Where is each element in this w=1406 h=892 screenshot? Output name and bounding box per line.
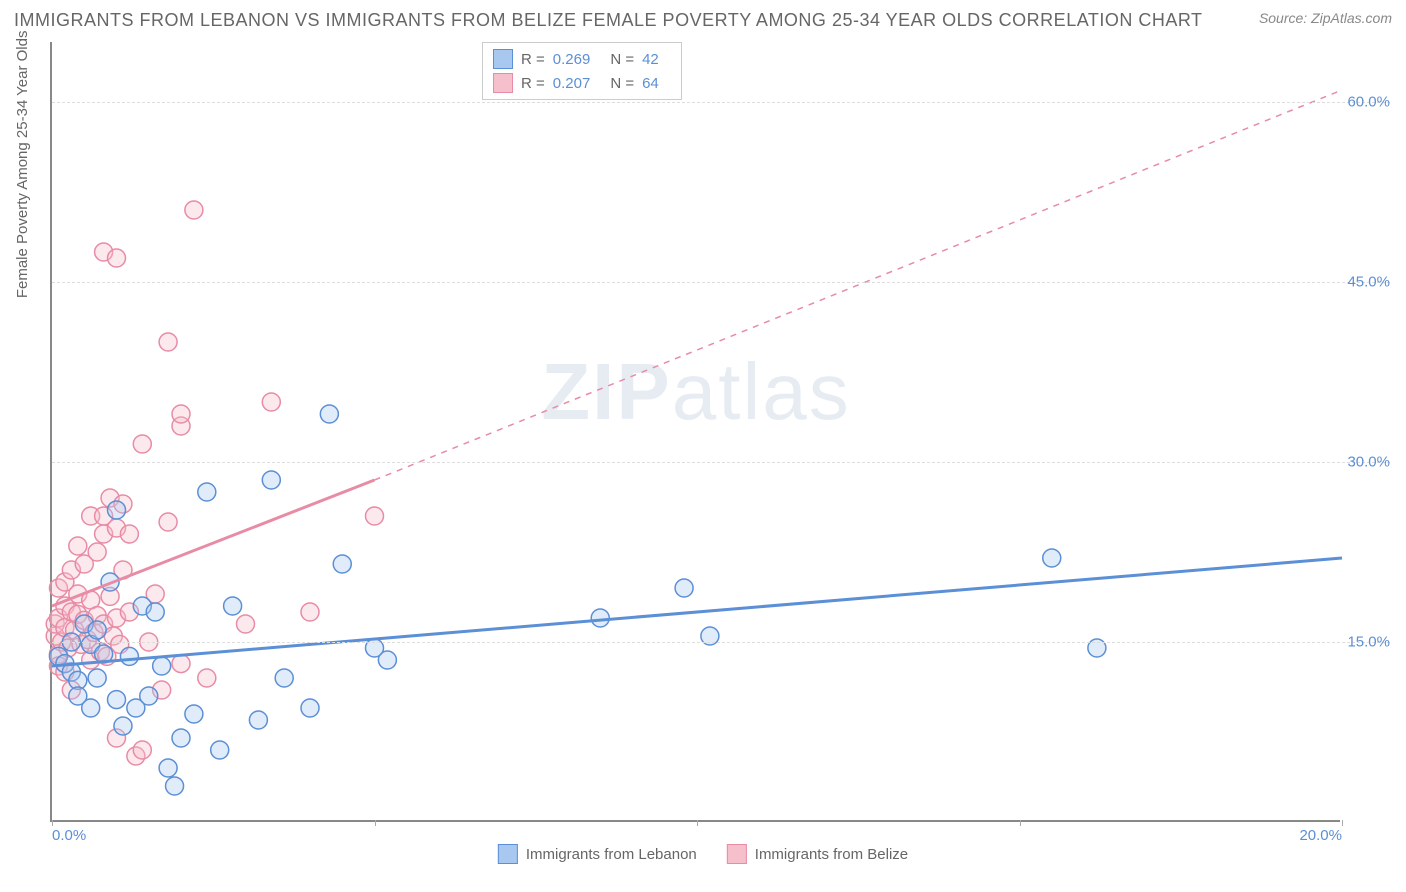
data-point (140, 687, 158, 705)
legend-swatch-belize (727, 844, 747, 864)
x-tick-label: 0.0% (52, 827, 86, 844)
swatch-belize (493, 73, 513, 93)
data-point (120, 525, 138, 543)
data-point (166, 777, 184, 795)
data-point (108, 501, 126, 519)
data-point (88, 669, 106, 687)
data-point (301, 603, 319, 621)
trend-line-extrapolated (375, 90, 1343, 480)
x-tick (1020, 820, 1021, 826)
data-point (88, 621, 106, 639)
data-point (159, 759, 177, 777)
y-tick-label: 45.0% (1342, 274, 1390, 291)
x-tick (375, 820, 376, 826)
scatter-plot (52, 42, 1340, 820)
data-point (120, 647, 138, 665)
trend-line (52, 558, 1342, 666)
correlation-stats-box: R = 0.269 N = 42 R = 0.207 N = 64 (482, 42, 682, 100)
chart-header: IMMIGRANTS FROM LEBANON VS IMMIGRANTS FR… (14, 10, 1392, 31)
y-tick-label: 60.0% (1342, 94, 1390, 111)
r-value-belize: 0.207 (553, 75, 591, 92)
legend-swatch-lebanon (498, 844, 518, 864)
y-tick-label: 30.0% (1342, 454, 1390, 471)
x-tick (697, 820, 698, 826)
legend-label-belize: Immigrants from Belize (755, 846, 908, 863)
data-point (224, 597, 242, 615)
data-point (262, 393, 280, 411)
swatch-lebanon (493, 49, 513, 69)
x-tick (52, 820, 53, 826)
data-point (108, 691, 126, 709)
data-point (153, 657, 171, 675)
legend-item-belize: Immigrants from Belize (727, 844, 908, 864)
y-axis-title: Female Poverty Among 25-34 Year Olds (14, 31, 31, 299)
plot-region: ZIPatlas R = 0.269 N = 42 R = 0.207 N = … (50, 42, 1340, 822)
y-tick-label: 15.0% (1342, 634, 1390, 651)
data-point (133, 741, 151, 759)
bottom-legend: Immigrants from Lebanon Immigrants from … (492, 842, 914, 866)
data-point (88, 543, 106, 561)
data-point (675, 579, 693, 597)
n-label: N = (610, 51, 634, 68)
n-value-belize: 64 (642, 75, 659, 92)
r-value-lebanon: 0.269 (553, 51, 591, 68)
legend-label-lebanon: Immigrants from Lebanon (526, 846, 697, 863)
data-point (82, 699, 100, 717)
data-point (198, 483, 216, 501)
r-label: R = (521, 51, 545, 68)
stats-row-lebanon: R = 0.269 N = 42 (493, 47, 671, 71)
grid-line (52, 642, 1390, 643)
data-point (159, 513, 177, 531)
legend-item-lebanon: Immigrants from Lebanon (498, 844, 697, 864)
data-point (262, 471, 280, 489)
data-point (275, 669, 293, 687)
grid-line (52, 282, 1390, 283)
data-point (591, 609, 609, 627)
x-tick (1342, 820, 1343, 826)
data-point (320, 405, 338, 423)
data-point (159, 333, 177, 351)
data-point (108, 249, 126, 267)
n-label: N = (610, 75, 634, 92)
data-point (185, 201, 203, 219)
chart-area: Female Poverty Among 25-34 Year Olds ZIP… (50, 42, 1390, 822)
data-point (133, 435, 151, 453)
data-point (301, 699, 319, 717)
data-point (172, 729, 190, 747)
chart-title: IMMIGRANTS FROM LEBANON VS IMMIGRANTS FR… (14, 10, 1203, 31)
data-point (198, 669, 216, 687)
r-label: R = (521, 75, 545, 92)
data-point (249, 711, 267, 729)
data-point (69, 537, 87, 555)
data-point (211, 741, 229, 759)
data-point (146, 603, 164, 621)
x-tick-label: 20.0% (1299, 827, 1342, 844)
data-point (237, 615, 255, 633)
data-point (172, 655, 190, 673)
data-point (114, 717, 132, 735)
source-attribution: Source: ZipAtlas.com (1259, 10, 1392, 26)
data-point (1043, 549, 1061, 567)
n-value-lebanon: 42 (642, 51, 659, 68)
stats-row-belize: R = 0.207 N = 64 (493, 71, 671, 95)
data-point (333, 555, 351, 573)
grid-line (52, 102, 1390, 103)
data-point (366, 507, 384, 525)
data-point (185, 705, 203, 723)
grid-line (52, 462, 1390, 463)
data-point (172, 405, 190, 423)
